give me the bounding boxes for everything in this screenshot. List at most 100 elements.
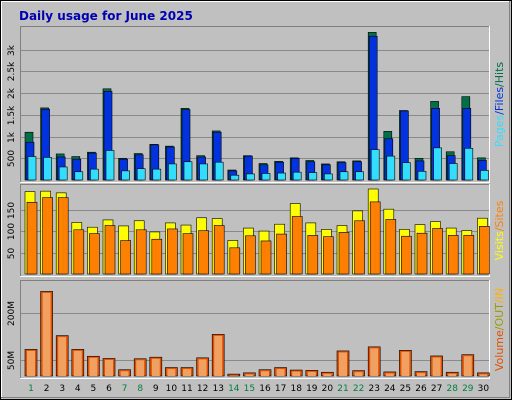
bar-sites	[89, 233, 100, 275]
bar-sites	[369, 201, 381, 275]
day-label: 19	[306, 384, 318, 394]
y-tick-label: 200M	[7, 301, 17, 326]
legend-entry-volume: Volume	[493, 330, 506, 371]
day-label: 4	[75, 384, 81, 394]
bar-volume-highlight	[183, 369, 191, 376]
bar-pages	[58, 166, 68, 181]
bar-volume-highlight	[401, 351, 410, 376]
bar-volume-highlight	[432, 357, 441, 376]
bar-sites	[42, 197, 53, 275]
day-label: 6	[106, 384, 112, 394]
y-tick-label: 1.5k	[7, 105, 17, 125]
legend-entry-pages: Pages	[493, 115, 506, 148]
bar-volume-highlight	[385, 373, 394, 376]
bar-sites	[323, 236, 334, 275]
bar-volume-highlight	[479, 374, 488, 376]
bar-pages	[417, 171, 427, 181]
legend-entry-out: OUT	[493, 303, 506, 327]
bar-pages	[27, 156, 37, 181]
day-label: 9	[153, 384, 159, 394]
bar-pages	[292, 171, 302, 181]
panel-background	[20, 26, 490, 183]
bar-volume-highlight	[417, 373, 425, 376]
day-label: 28	[446, 384, 458, 394]
bar-pages	[152, 168, 162, 181]
bar-volume-highlight	[307, 371, 316, 376]
bar-pages	[105, 150, 115, 181]
bar-volume-highlight	[58, 337, 67, 376]
legend-entry-sites: Sites	[493, 200, 506, 227]
chart-panels: 5001k1.5k2k2.5k3kPages/Files/Hits5010015…	[7, 26, 506, 379]
bar-volume-highlight	[354, 372, 363, 376]
day-label: 25	[400, 384, 411, 394]
bar-volume-highlight	[105, 359, 113, 376]
bar-sites	[260, 240, 272, 275]
bar-volume-highlight	[167, 369, 176, 376]
bar-volume-highlight	[73, 350, 82, 376]
bar-volume-highlight	[89, 357, 98, 376]
bar-pages	[230, 174, 240, 181]
bar-sites	[104, 225, 116, 275]
bar-pages	[90, 168, 99, 181]
bar-sites	[151, 238, 163, 275]
chart-title: Daily usage for June 2025	[19, 9, 193, 23]
bar-volume-highlight	[198, 359, 207, 376]
y-tick-label: 1k	[7, 131, 17, 143]
bar-volume-highlight	[42, 292, 51, 376]
bar-pages	[402, 162, 411, 181]
bar-volume-highlight	[339, 352, 347, 376]
bar-sites	[26, 202, 38, 275]
day-label: 11	[181, 384, 192, 394]
bar-volume-highlight	[261, 371, 269, 376]
y-tick-label: 2k	[7, 87, 17, 99]
y-tick-label: 100	[7, 223, 17, 240]
day-label: 24	[384, 384, 396, 394]
day-label: 1	[28, 384, 34, 394]
bar-volume-highlight	[323, 373, 332, 376]
day-label: 17	[275, 384, 286, 394]
bar-sites	[182, 233, 194, 275]
legend-entry-hits: Hits	[493, 62, 506, 84]
day-label: 13	[212, 384, 223, 394]
bar-sites	[447, 235, 459, 275]
bar-sites	[135, 229, 147, 275]
y-tick-label: 150	[7, 202, 17, 219]
bar-pages	[199, 163, 208, 181]
day-label: 14	[228, 384, 240, 394]
day-label: 23	[368, 384, 379, 394]
day-label: 30	[478, 384, 490, 394]
bar-pages	[480, 170, 489, 181]
day-label: 10	[166, 384, 178, 394]
bar-sites	[307, 235, 319, 275]
bar-sites	[120, 240, 131, 275]
day-label: 21	[337, 384, 348, 394]
bar-sites	[276, 233, 287, 275]
day-label: 20	[322, 384, 334, 394]
day-label: 18	[290, 384, 302, 394]
bar-volume-highlight	[136, 360, 145, 376]
panel-legend: Pages/Files/Hits	[493, 62, 506, 148]
bar-pages	[136, 168, 146, 181]
bar-pages	[214, 161, 224, 181]
bar-sites	[245, 235, 256, 275]
bar-pages	[433, 147, 442, 181]
day-label: 22	[353, 384, 364, 394]
bar-sites	[73, 229, 85, 275]
bar-pages	[168, 163, 177, 181]
legend-separator: /	[493, 83, 506, 87]
legend-separator: /	[493, 111, 506, 115]
legend-separator: /	[493, 326, 506, 330]
y-tick-label: 50	[7, 248, 17, 260]
day-label: 15	[244, 384, 255, 394]
bar-sites	[354, 220, 365, 275]
bar-sites	[198, 230, 209, 275]
bar-volume-highlight	[292, 371, 301, 376]
bar-sites	[291, 216, 303, 275]
day-label: 29	[462, 384, 474, 394]
bar-pages	[355, 171, 364, 181]
panel-2: 50 100 150 Visits/Sites	[7, 184, 506, 277]
day-label: 5	[91, 384, 97, 394]
